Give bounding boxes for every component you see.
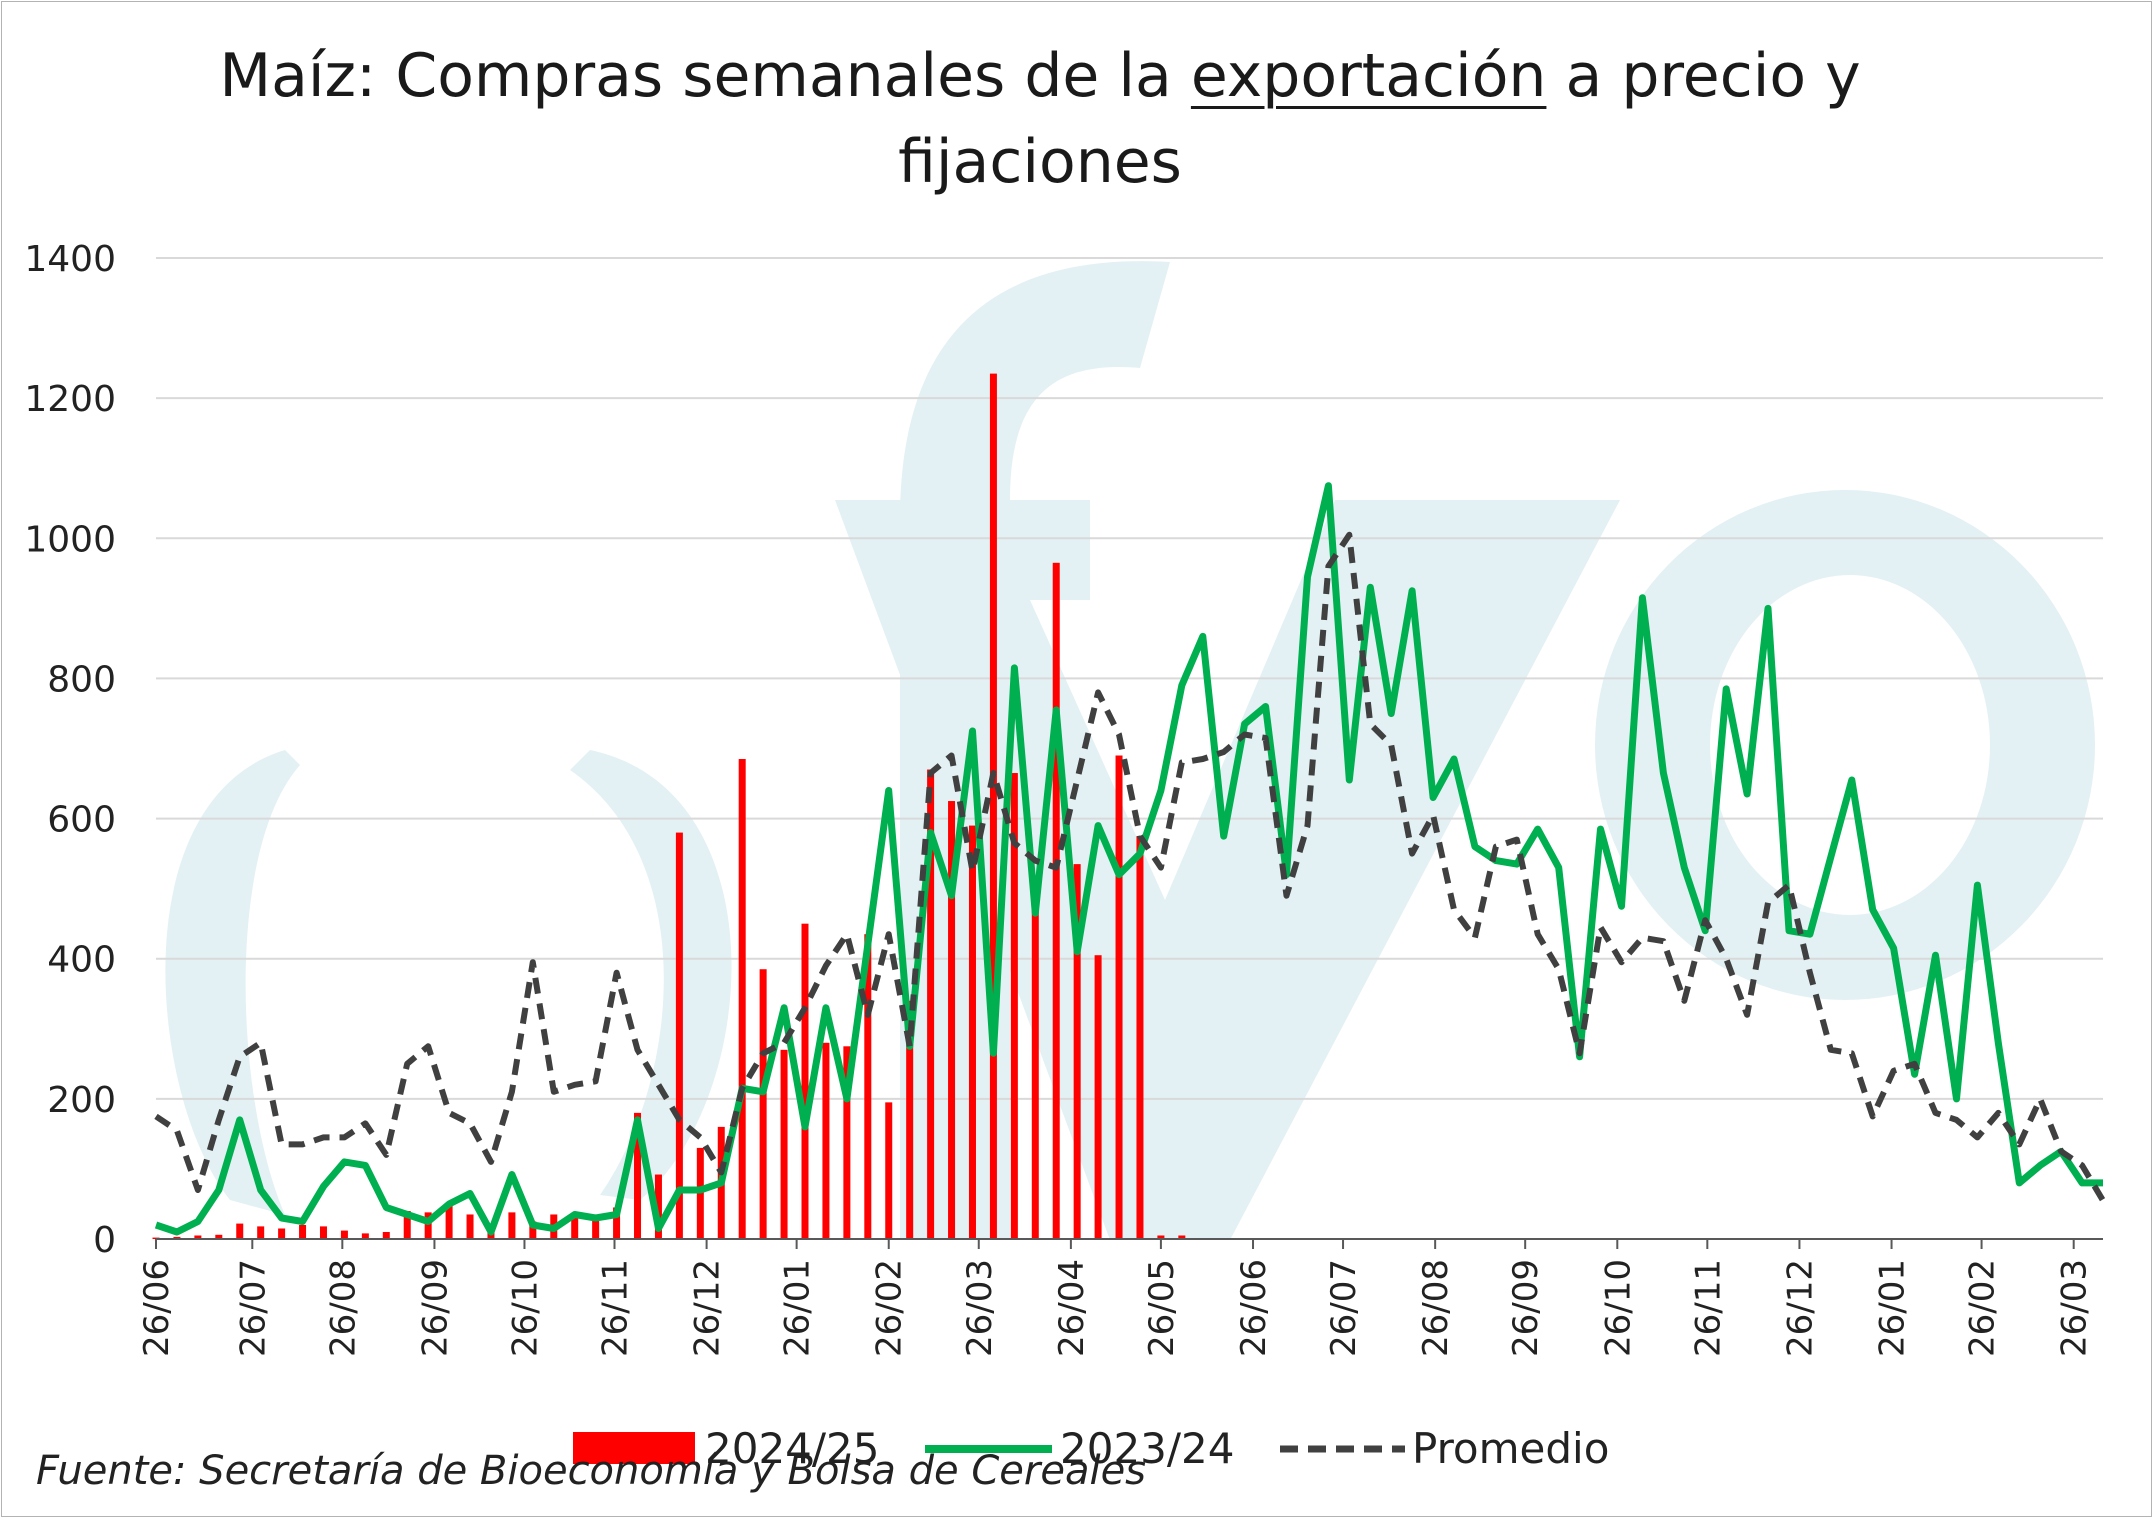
bar — [571, 1217, 579, 1239]
x-tick-label: 26/09 — [1506, 1259, 1546, 1357]
bar — [445, 1203, 453, 1239]
y-tick-label: 400 — [47, 940, 116, 981]
series-promedio-line — [154, 531, 2106, 1203]
x-tick-label: 26/08 — [323, 1259, 363, 1357]
x-tick-label: 26/03 — [2055, 1259, 2095, 1357]
series-line-promedio — [154, 531, 2106, 1203]
axes: 26/06 26/07 26/08 26/09 26/10 26/11 26/12 26/01… — [137, 1238, 2103, 1357]
x-tick-label: 26/09 — [415, 1259, 455, 1357]
bar — [843, 1046, 851, 1239]
series-line-2023-24 — [154, 482, 2103, 1236]
bar — [906, 1000, 914, 1239]
bar — [340, 1230, 348, 1239]
bar — [319, 1226, 327, 1239]
legend-label-2024-25: 2024/25 — [705, 1424, 879, 1473]
x-tick-label: 26/07 — [1324, 1259, 1364, 1357]
x-tick-label: 26/04 — [1052, 1259, 1092, 1357]
bar — [948, 801, 956, 1239]
y-tick-label: 1400 — [24, 239, 116, 280]
bar — [173, 1236, 181, 1239]
bar — [592, 1217, 600, 1239]
y-tick-label: 1000 — [24, 519, 116, 560]
bar — [738, 759, 746, 1239]
grid-lines: 0 200 400 600 800 1000 1200 1400 — [24, 239, 2103, 1261]
x-tick-label: 26/12 — [688, 1259, 728, 1357]
bar — [194, 1235, 202, 1239]
bar — [989, 373, 997, 1239]
bar — [1094, 955, 1102, 1239]
bar — [1136, 836, 1144, 1239]
x-tick-label: 26/06 — [137, 1259, 177, 1357]
source-note: Fuente: Secretaría de Bioeconomía y Bols… — [36, 1448, 1147, 1494]
bar — [1052, 562, 1060, 1239]
bar — [508, 1212, 516, 1239]
bar — [1178, 1235, 1186, 1239]
bar — [1010, 773, 1018, 1239]
x-tick-label: 26/05 — [1142, 1259, 1182, 1357]
x-tick-label: 26/01 — [1873, 1259, 1913, 1357]
x-tick-label: 26/10 — [1598, 1259, 1638, 1357]
bar — [968, 825, 976, 1239]
bar — [1115, 755, 1123, 1239]
legend: 2024/25 2023/24 Promedio — [573, 1424, 1609, 1473]
y-tick-label: 600 — [47, 800, 116, 841]
chart-title-line2: fijaciones — [898, 127, 1182, 197]
x-tick-label: 26/06 — [1234, 1259, 1274, 1357]
y-tick-label: 0 — [93, 1220, 116, 1261]
bar — [613, 1207, 621, 1239]
bar — [675, 832, 683, 1239]
x-tick-label: 26/08 — [1416, 1259, 1456, 1357]
series-2024-25-bars — [152, 373, 1186, 1239]
bar — [215, 1234, 223, 1239]
bar — [257, 1226, 265, 1239]
bar — [1157, 1235, 1165, 1239]
x-tick-label: 26/10 — [505, 1259, 545, 1357]
bar — [299, 1224, 307, 1239]
legend-label-promedio: Promedio — [1412, 1424, 1609, 1473]
bar — [529, 1221, 537, 1239]
bar — [885, 1102, 893, 1239]
bar — [801, 923, 809, 1239]
bar — [634, 1112, 642, 1239]
x-tick-label: 26/11 — [1688, 1259, 1728, 1357]
bar — [403, 1210, 411, 1239]
bar — [466, 1214, 474, 1239]
x-tick-label: 26/07 — [233, 1259, 273, 1357]
bar — [382, 1231, 390, 1239]
x-tick-label: 26/02 — [1963, 1259, 2003, 1357]
x-tick-label: 26/01 — [778, 1259, 818, 1357]
series-2023-24-line — [154, 482, 2103, 1236]
bar — [424, 1212, 432, 1239]
bar — [822, 1042, 830, 1239]
bar — [361, 1233, 369, 1239]
y-tick-label: 200 — [47, 1080, 116, 1121]
legend-swatch-2024-25 — [573, 1432, 695, 1464]
x-tick-label: 26/02 — [870, 1259, 910, 1357]
bar — [654, 1174, 662, 1239]
y-tick-label: 800 — [47, 659, 116, 700]
legend-label-2023-24: 2023/24 — [1060, 1424, 1234, 1473]
bar — [759, 969, 767, 1239]
bar — [864, 934, 872, 1239]
bar — [927, 769, 935, 1239]
bar — [780, 1049, 788, 1239]
bar — [1031, 885, 1039, 1239]
title-underlined-word: exportación — [1190, 41, 1547, 111]
x-tick-label: 26/03 — [960, 1259, 1000, 1357]
bar — [278, 1228, 286, 1239]
x-tick-label: 26/11 — [595, 1259, 635, 1357]
chart-title-line1: Maíz: Compras semanales de la exportació… — [219, 41, 1861, 111]
x-tick-label: 26/12 — [1780, 1259, 1820, 1357]
fyo-watermark — [165, 261, 2095, 1240]
bar — [1073, 864, 1081, 1239]
y-tick-label: 1200 — [24, 379, 116, 420]
watermark-o-right — [570, 750, 732, 1200]
bar — [236, 1223, 244, 1239]
